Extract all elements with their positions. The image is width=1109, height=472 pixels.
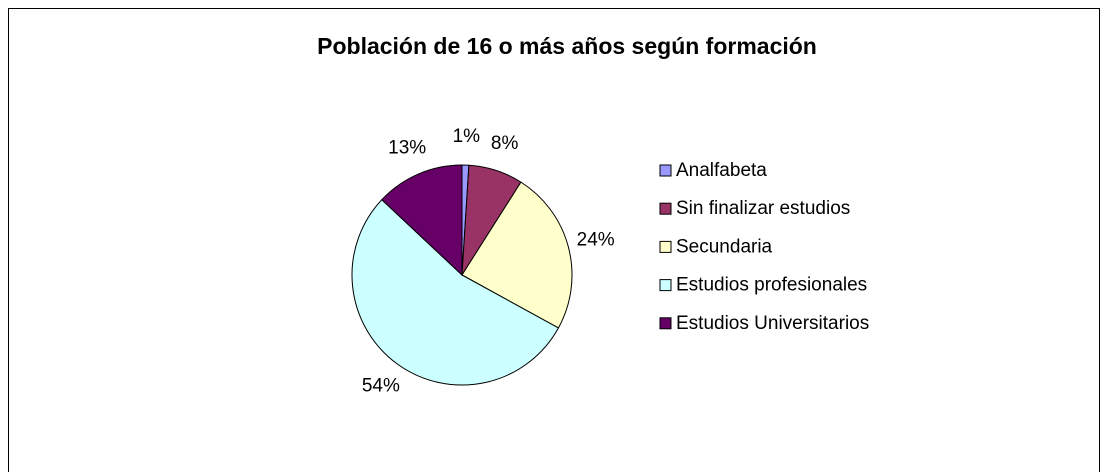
data-label: 24% [577,230,615,251]
legend-label: Sin finalizar estudios [676,198,850,219]
legend-swatch [659,317,672,330]
legend-swatch [659,164,672,177]
legend-swatch [659,279,672,292]
legend-swatch [659,240,672,253]
pie-slice [351,198,560,386]
chart-title: Población de 16 o más años según formaci… [317,33,817,59]
data-label: 8% [491,133,519,154]
data-label: 13% [388,137,426,158]
data-label: 54% [362,376,400,397]
data-label: 1% [453,126,481,147]
legend-label: Estudios profesionales [676,275,867,296]
pie-slice [461,181,573,329]
legend-label: Analfabeta [676,160,767,181]
pie-slice [381,164,463,277]
legend-label: Secundaria [676,236,773,257]
legend-label: Estudios Universitarios [676,313,869,334]
legend-swatch [659,202,672,215]
